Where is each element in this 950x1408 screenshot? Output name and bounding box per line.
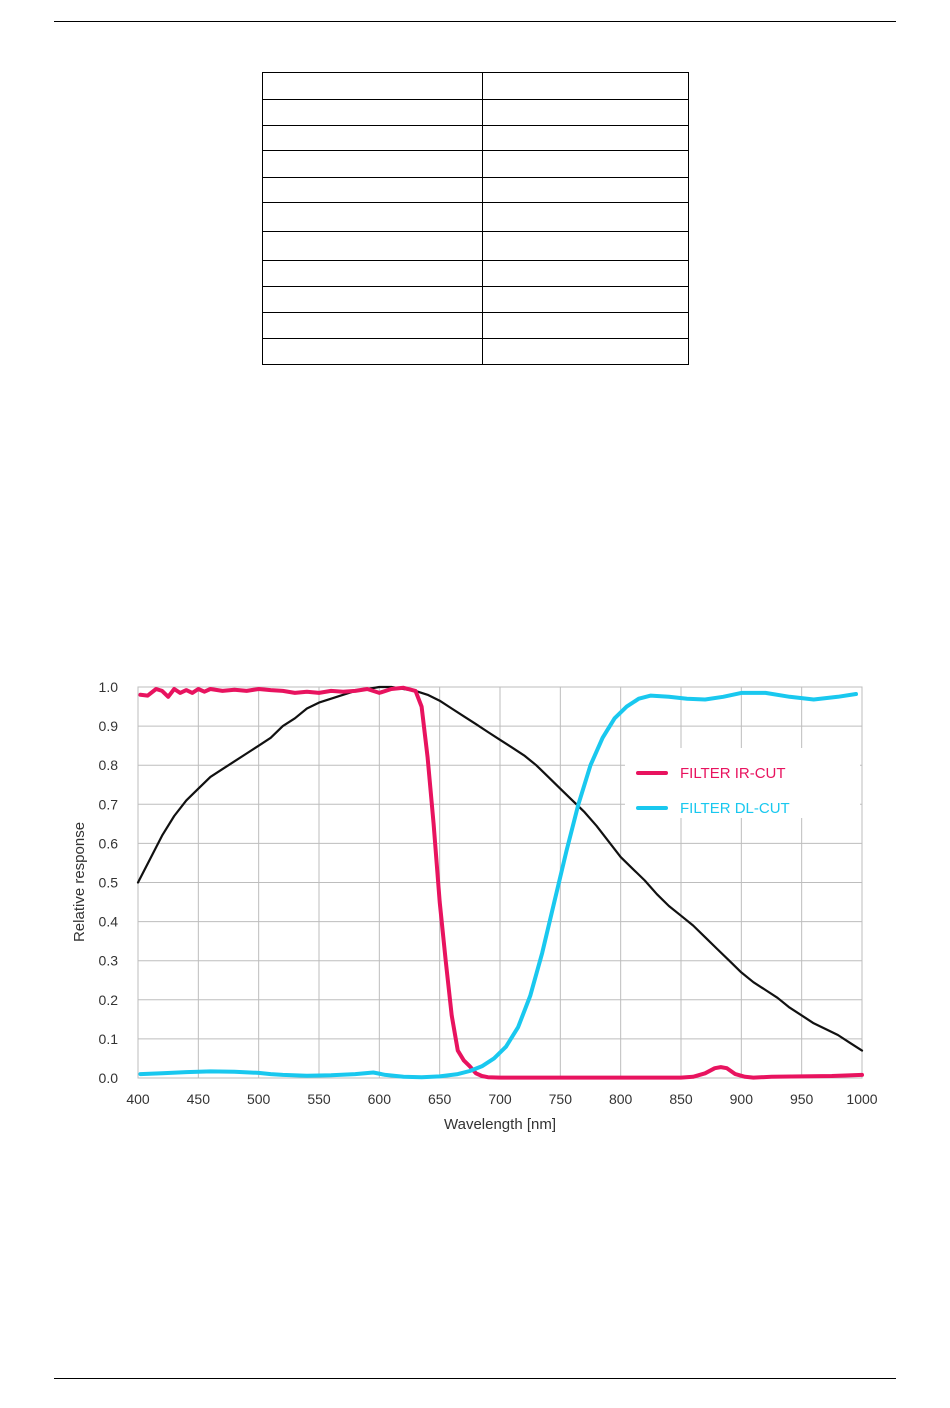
legend-label-dl-cut: FILTER DL-CUT xyxy=(680,800,790,817)
table-cell xyxy=(482,177,689,203)
table-row xyxy=(262,231,689,261)
table-row xyxy=(262,125,689,151)
table-row xyxy=(262,150,689,178)
table-cell xyxy=(482,231,689,261)
header-rule xyxy=(54,21,896,22)
footer-rule xyxy=(54,1378,896,1379)
x-tick-label: 450 xyxy=(187,1091,211,1107)
y-tick-label: 0.9 xyxy=(99,718,119,734)
x-tick-label: 1000 xyxy=(846,1091,877,1107)
table-row xyxy=(262,338,689,365)
x-tick-label: 900 xyxy=(730,1091,754,1107)
x-tick-label: 550 xyxy=(307,1091,331,1107)
dl-cut-filter-line xyxy=(138,690,858,1080)
table-cell xyxy=(482,202,689,232)
y-tick-label: 0.0 xyxy=(99,1070,119,1086)
table-cell xyxy=(482,286,689,313)
x-tick-label: 500 xyxy=(247,1091,271,1107)
x-tick-label: 650 xyxy=(428,1091,452,1107)
x-tick-label: 600 xyxy=(368,1091,392,1107)
table-cell xyxy=(482,99,689,126)
table-cell xyxy=(262,150,483,178)
table-cell xyxy=(262,260,483,287)
y-tick-label: 0.8 xyxy=(99,757,119,773)
table-cell xyxy=(262,177,483,203)
series-lines xyxy=(136,685,864,1080)
sensor-response-line xyxy=(136,685,864,1052)
x-tick-label: 750 xyxy=(549,1091,573,1107)
x-tick-label: 700 xyxy=(488,1091,512,1107)
table-row xyxy=(262,177,689,203)
x-tick-label: 800 xyxy=(609,1091,633,1107)
table-cell xyxy=(262,231,483,261)
x-tick-label: 850 xyxy=(669,1091,693,1107)
ir-cut-filter-line xyxy=(138,685,864,1080)
table-cell xyxy=(482,312,689,339)
table-cell xyxy=(262,72,483,100)
table-cell xyxy=(262,312,483,339)
spec-table xyxy=(262,72,689,365)
table-row xyxy=(262,286,689,313)
table-cell xyxy=(482,260,689,287)
y-tick-label: 0.3 xyxy=(99,953,119,969)
table-cell xyxy=(262,99,483,126)
y-axis-label: Relative response xyxy=(71,822,88,942)
table-cell xyxy=(262,338,483,365)
y-tick-label: 0.7 xyxy=(99,796,119,812)
table-row xyxy=(262,202,689,232)
table-row xyxy=(262,312,689,339)
x-axis-label: Wavelength [nm] xyxy=(444,1116,556,1133)
y-tick-label: 1.0 xyxy=(99,679,119,695)
legend-label-ir-cut: FILTER IR-CUT xyxy=(680,765,786,782)
table-cell xyxy=(262,286,483,313)
x-tick-labels: 400 450 500 550 600 650 700 750 800 850 900 950 1000 xyxy=(126,1091,877,1107)
y-tick-labels: 0.0 0.1 0.2 0.3 0.4 0.5 0.6 0.7 0.8 0.9 1.0 xyxy=(99,679,119,1086)
y-tick-label: 0.2 xyxy=(99,992,119,1008)
table-cell xyxy=(482,72,689,100)
table-cell xyxy=(262,125,483,151)
spectral-response-chart: 0.0 0.1 0.2 0.3 0.4 0.5 0.6 0.7 0.8 0.9 1.0 400 450… xyxy=(71,679,878,1133)
table-cell xyxy=(482,338,689,365)
y-tick-label: 0.5 xyxy=(99,875,119,891)
y-tick-label: 0.4 xyxy=(99,914,119,930)
table-cell xyxy=(482,150,689,178)
table-cell xyxy=(262,202,483,232)
table-cell xyxy=(482,125,689,151)
table-row xyxy=(262,260,689,287)
table-row xyxy=(262,72,689,100)
y-tick-label: 0.1 xyxy=(99,1031,119,1047)
x-tick-label: 400 xyxy=(126,1091,150,1107)
y-tick-label: 0.6 xyxy=(99,835,119,851)
x-tick-label: 950 xyxy=(790,1091,814,1107)
table-row xyxy=(262,99,689,126)
